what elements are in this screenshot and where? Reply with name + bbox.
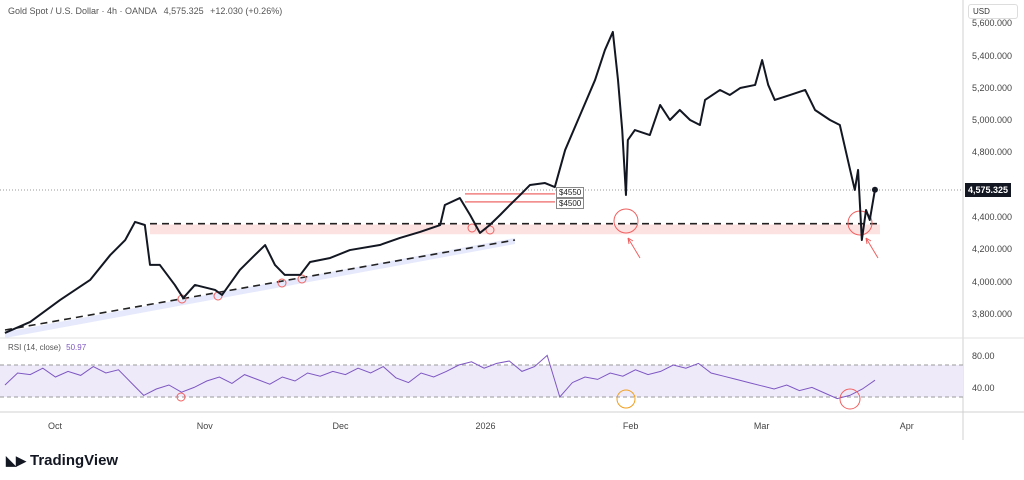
rsi-tick-label: 80.00: [972, 351, 995, 361]
last-price-dot: [871, 186, 878, 193]
tradingview-logo[interactable]: ◣▶ TradingView: [6, 452, 118, 469]
arrow-icon: [627, 237, 641, 259]
rsi-label: RSI (14, close): [8, 343, 61, 352]
highlight-circle: [297, 274, 307, 284]
y-tick-label: 5,000.000: [972, 115, 1013, 126]
rsi-highlight-circle: [616, 389, 636, 409]
rsi-highlight-circle: [176, 392, 186, 402]
support-trendline: [4, 239, 516, 331]
chart-header: Gold Spot / U.S. Dollar · 4h · OANDA 4,5…: [8, 6, 286, 16]
level-label-4500: $4500: [556, 197, 585, 209]
y-tick-label: 4,000.000: [972, 276, 1013, 287]
highlight-circle: [467, 223, 477, 233]
rsi-highlight-circle: [839, 388, 861, 410]
x-tick-label: Oct: [47, 421, 63, 431]
y-tick-label: 5,200.000: [972, 82, 1013, 93]
x-tick-label: 2026: [475, 421, 496, 431]
trend-channel: [5, 238, 515, 338]
y-tick-label: 4,200.000: [972, 244, 1013, 255]
y-tick-label: 5,400.000: [972, 50, 1013, 61]
arrow-icon: [865, 237, 879, 259]
rsi-band: [0, 365, 963, 397]
rsi-legend: RSI (14, close) 50.97: [8, 343, 86, 352]
price-change: +12.030 (+0.26%): [210, 6, 283, 16]
y-tick-label: 4,400.000: [972, 212, 1013, 223]
x-tick-label: Feb: [622, 421, 639, 431]
support-zone: [150, 224, 880, 235]
logo-text: TradingView: [30, 452, 119, 469]
x-tick-label: Apr: [899, 421, 914, 431]
rsi-tick-label: 40.00: [972, 383, 995, 393]
y-tick-label: 3,800.000: [972, 309, 1013, 319]
highlight-circle: [613, 208, 639, 234]
x-tick-label: Mar: [753, 421, 770, 431]
highlight-circle: [277, 278, 287, 288]
price-line: [4, 30, 876, 334]
tv-logo-icon: ◣▶: [6, 453, 26, 468]
y-tick-label: 5,600.000: [972, 18, 1013, 29]
rsi-value: 50.97: [66, 343, 87, 352]
symbol-title: Gold Spot / U.S. Dollar · 4h · OANDA: [8, 6, 158, 16]
x-tick-label: Dec: [332, 421, 349, 431]
currency-button[interactable]: USD: [968, 4, 1018, 19]
last-price: 4,575.325: [163, 6, 204, 16]
x-tick-label: Nov: [196, 421, 213, 431]
rsi-line: [4, 354, 876, 400]
level-label-4550: $4550: [556, 186, 585, 198]
current-price-label: 4,575.325: [965, 183, 1012, 197]
y-tick-label: 4,800.000: [972, 147, 1013, 158]
